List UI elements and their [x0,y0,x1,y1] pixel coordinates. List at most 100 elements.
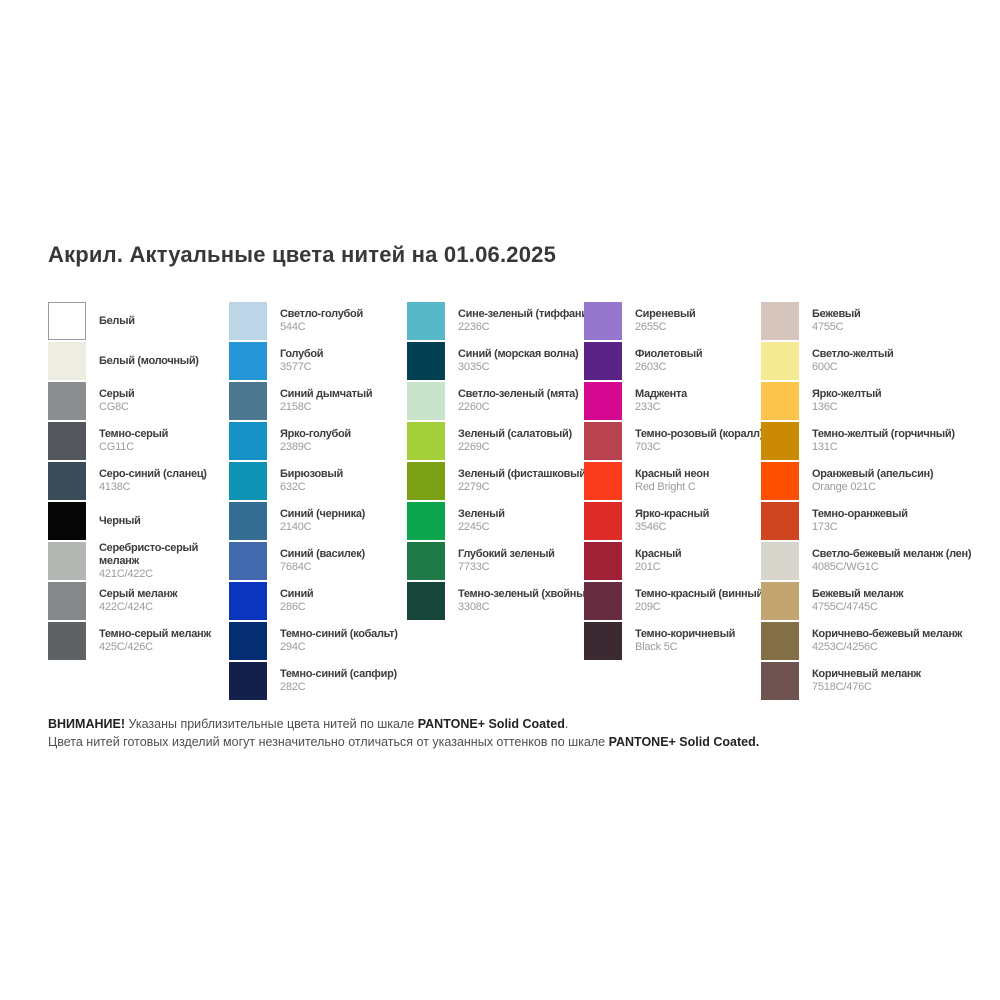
color-text: Темно-красный (винный) 209C [635,588,787,614]
color-text: Темно-оранжевый 173C [812,508,964,534]
color-name: Серый меланж [99,588,178,600]
color-code: 282C [280,681,306,693]
color-row: Серебристо-серый меланж 421C/422C [48,542,229,580]
color-text: Темно-серый CG11C [99,428,251,454]
color-text: Голубой 3577C [280,348,432,374]
color-row: Черный [48,502,229,540]
color-name: Светло-бежевый меланж (лен) [812,548,972,560]
color-code: 421C/422C [99,567,153,580]
color-name: Ярко-голубой [280,428,351,440]
color-swatch [761,542,799,580]
color-name: Сине-зеленый (тиффани) [458,308,592,320]
color-code: 173C [812,521,838,533]
color-name: Фиолетовый [635,348,703,360]
color-code: 4755C/4745C [812,601,878,613]
color-row: Темно-красный (винный) 209C [584,582,767,620]
color-code: 7518C/476C [812,681,872,693]
color-name: Светло-зеленый (мята) [458,388,579,400]
color-row: Светло-бежевый меланж (лен) 4085C/WG1C [761,542,972,580]
color-text: Зеленый (салатовый) 2269C [458,428,610,454]
color-row: Коричнево-бежевый меланж 4253C/4256C [761,622,962,660]
color-name: Белый [99,314,135,327]
color-text: Белый [99,315,251,328]
color-row: Красный 201C [584,542,761,580]
color-name: Красный [635,548,682,560]
color-name: Темно-синий (кобальт) [280,628,398,640]
color-name: Бежевый [812,308,861,320]
color-text: Синий дымчатый 2158C [280,388,432,414]
color-text: Темно-желтый (горчичный) 131C [812,428,964,454]
color-row: Темно-оранжевый 173C [761,502,938,540]
color-text: Светло-бежевый меланж (лен) 4085C/WG1C [812,548,972,574]
color-swatch [229,622,267,660]
color-swatch [584,582,622,620]
color-text: Белый (молочный) [99,355,251,368]
color-row: Бирюзовый 632C [229,462,407,500]
color-code: 7733C [458,561,490,573]
color-code: 3546C [635,521,667,533]
color-row: Бежевый 4755C [761,302,938,340]
color-swatch [48,422,86,460]
color-swatch [407,422,445,460]
color-name: Темно-коричневый [635,628,736,640]
color-name: Светло-голубой [280,308,363,320]
color-code: 2603C [635,361,667,373]
color-code: 2245C [458,521,490,533]
color-name: Темно-оранжевый [812,508,908,520]
color-text: Темно-синий (сапфир) 282C [280,668,432,694]
color-text: Темно-коричневый Black 5C [635,628,787,654]
color-name: Синий (черника) [280,508,366,520]
color-code: 2158C [280,401,312,413]
color-row: Темно-зеленый (хвойный) 3308C [407,582,595,620]
color-name: Темно-синий (сапфир) [280,668,397,680]
color-swatch [584,342,622,380]
color-row: Оранжевый (апельсин) Orange 021C [761,462,938,500]
color-swatch [584,622,622,660]
color-swatch [584,422,622,460]
color-code: 2389C [280,441,312,453]
color-text: Фиолетовый 2603C [635,348,787,374]
color-swatch [761,502,799,540]
color-row: Глубокий зеленый 7733C [407,542,584,580]
color-swatch [48,342,86,380]
color-row: Серый меланж 422C/424C [48,582,229,620]
color-swatch [407,502,445,540]
color-name: Зеленый [458,508,505,520]
color-swatch [584,302,622,340]
color-row: Белый [48,302,229,340]
color-code: 2279C [458,481,490,493]
color-text: Коричневый меланж 7518C/476C [812,668,964,694]
color-name: Синий дымчатый [280,388,373,400]
color-row: Светло-желтый 600C [761,342,938,380]
color-code: 2140C [280,521,312,533]
color-row: Темно-синий (сапфир) 282C [229,662,407,700]
color-swatch [48,582,86,620]
color-text: Бежевый меланж 4755C/4745C [812,588,964,614]
color-swatch [229,502,267,540]
color-column: Сиреневый 2655C Фиолетовый 2603C Маджент… [584,302,767,702]
page-title: Акрил. Актуальные цвета нитей на 01.06.2… [48,242,557,267]
color-text: Бирюзовый 632C [280,468,432,494]
color-name: Синий [280,588,314,600]
color-name: Зеленый (фисташковый) [458,468,590,480]
color-row: Синий 286C [229,582,407,620]
footer-line-2: Цвета нитей готовых изделий могут незнач… [48,734,759,752]
color-name: Светло-желтый [812,348,894,360]
color-text: Ярко-желтый 136C [812,388,964,414]
color-text: Сине-зеленый (тиффани) 2236C [458,308,610,334]
color-name: Темно-серый [99,428,169,440]
color-code: Orange 021C [812,481,876,493]
color-code: 294C [280,641,306,653]
color-code: 2236C [458,321,490,333]
color-code: 425C/426C [99,641,153,653]
color-code: 2260C [458,401,490,413]
color-name: Темно-серый меланж [99,628,211,640]
color-swatch [229,422,267,460]
color-swatch [229,662,267,700]
color-swatch [761,462,799,500]
color-name: Темно-розовый (коралл) [635,428,764,440]
color-code: CG11C [99,441,134,453]
color-row: Белый (молочный) [48,342,229,380]
color-name: Бежевый меланж [812,588,904,600]
color-swatch [229,542,267,580]
